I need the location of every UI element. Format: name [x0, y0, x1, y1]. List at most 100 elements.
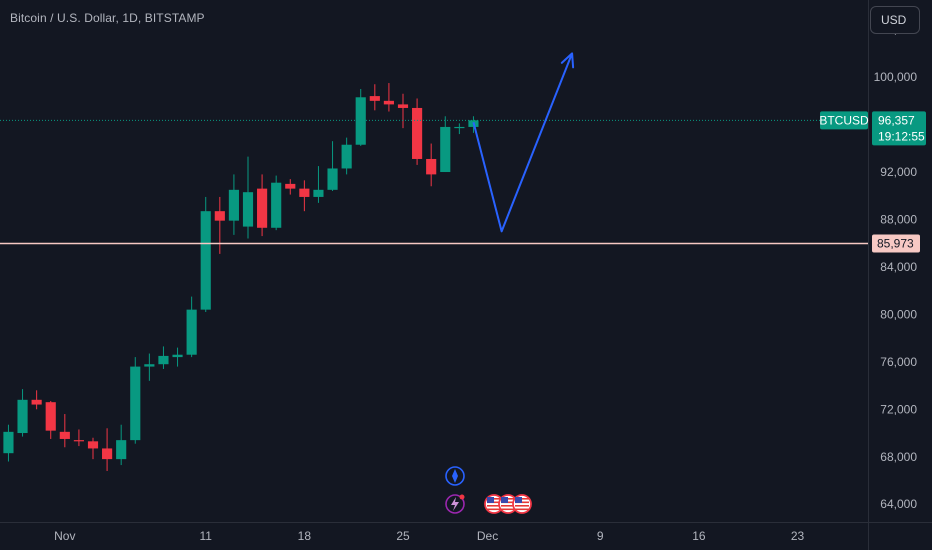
candle-body	[59, 431, 70, 439]
x-tick-label: Nov	[54, 529, 75, 543]
candle	[299, 180, 310, 212]
candle	[3, 424, 14, 462]
candle-body	[426, 158, 437, 175]
candle	[257, 174, 268, 237]
candle-body	[383, 100, 394, 105]
candle	[73, 429, 84, 447]
y-tick-label: 88,000	[880, 212, 917, 226]
candle	[242, 156, 254, 239]
flash-icon[interactable]	[445, 494, 465, 514]
candle	[102, 428, 113, 471]
symbol-title: Bitcoin / U.S. Dollar, 1D, BITSTAMP	[10, 11, 205, 25]
candle	[59, 414, 70, 448]
candle	[17, 389, 28, 437]
x-tick-label: 25	[396, 529, 410, 543]
candle	[355, 88, 366, 146]
x-tick-label: Dec	[477, 529, 498, 543]
candle	[341, 137, 352, 175]
candle-body	[214, 211, 225, 221]
candle-body	[186, 309, 197, 355]
candle	[369, 84, 380, 111]
candle-body	[412, 107, 423, 159]
candle	[116, 424, 127, 466]
candle	[327, 141, 338, 192]
candle-body	[228, 189, 239, 221]
candle-body	[17, 399, 28, 434]
candle	[397, 93, 409, 129]
candle-body	[285, 183, 296, 189]
y-tick-label: 80,000	[880, 307, 917, 321]
y-tick-label: 68,000	[880, 450, 917, 464]
time-axis[interactable]: Nov 11 18 25 Dec 9 16 23	[54, 529, 804, 543]
candle	[383, 83, 394, 112]
projection-arrowhead	[560, 52, 575, 69]
candle	[454, 123, 465, 135]
y-tick-label: 92,000	[880, 165, 917, 179]
projection-path[interactable]	[472, 53, 574, 233]
support-level-badge[interactable]: 85,973	[872, 234, 920, 253]
candle	[144, 353, 155, 381]
candle-body	[313, 189, 324, 197]
candle	[172, 347, 183, 367]
candle	[285, 179, 296, 195]
candle-body	[200, 211, 211, 310]
price-axis[interactable]: 64,000 68,000 72,000 76,000 80,000 84,000 88,0…	[874, 23, 918, 512]
last-price-label: 96,357	[878, 113, 915, 127]
candle-body	[397, 104, 409, 108]
candle-body	[172, 354, 183, 358]
compass-icon[interactable]	[445, 466, 465, 486]
candle	[440, 116, 451, 173]
x-tick-label: 23	[791, 529, 805, 543]
candle-body	[31, 399, 42, 405]
candle-body	[3, 431, 14, 454]
candle-body	[327, 168, 338, 190]
candle-body	[45, 402, 56, 431]
candle-body	[102, 448, 113, 460]
price-badges: BTCUSD 96,357 19:12:55 85,973	[819, 111, 926, 253]
candle	[45, 400, 56, 439]
countdown-label: 19:12:55	[878, 129, 925, 143]
candle-body	[73, 440, 84, 442]
candle-body	[87, 441, 99, 449]
candle-body	[130, 366, 141, 441]
candle	[313, 166, 324, 203]
candle-body	[440, 126, 451, 173]
candle	[200, 196, 211, 313]
x-tick-label: 11	[199, 529, 212, 543]
y-tick-label: 84,000	[880, 260, 917, 274]
candle-body	[257, 188, 268, 228]
candle-body	[355, 97, 366, 145]
candle	[228, 174, 239, 235]
symbol-badge: BTCUSD	[819, 111, 869, 130]
us-flag-icon[interactable]	[512, 494, 532, 514]
candle-body	[271, 182, 282, 228]
candle	[186, 296, 197, 358]
candle	[87, 437, 99, 460]
candle-body	[369, 96, 380, 101]
candle	[412, 98, 423, 165]
x-tick-label: 16	[692, 529, 706, 543]
candle-body	[242, 192, 254, 227]
candle-body	[341, 144, 352, 169]
y-tick-label: 72,000	[880, 402, 917, 416]
y-tick-label: 76,000	[880, 355, 917, 369]
chart-lines	[0, 52, 868, 245]
candlestick-series	[3, 83, 479, 471]
candle	[130, 357, 141, 444]
candle-body	[158, 355, 169, 365]
x-tick-label: 18	[298, 529, 312, 543]
support-level-label: 85,973	[877, 237, 914, 251]
y-tick-label: 100,000	[874, 70, 918, 84]
candle	[214, 196, 225, 254]
event-icons[interactable]	[445, 466, 532, 514]
candle-body	[116, 440, 127, 460]
candle-body	[299, 188, 310, 197]
x-tick-label: 9	[597, 529, 604, 543]
currency-button[interactable]: USD	[870, 6, 920, 34]
symbol-badge-label: BTCUSD	[819, 113, 869, 127]
candle	[31, 390, 42, 410]
candle	[158, 346, 169, 369]
candle-body	[454, 126, 465, 129]
candle	[426, 143, 437, 187]
